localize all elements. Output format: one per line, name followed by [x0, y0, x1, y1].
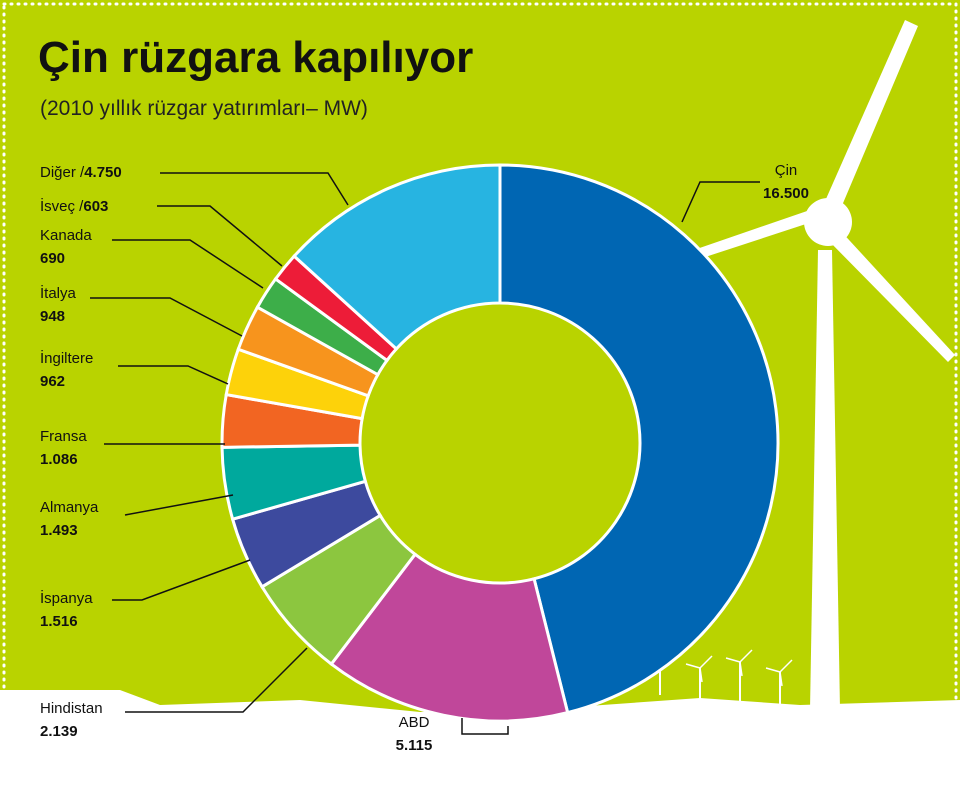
slice-abd [329, 552, 570, 723]
leader-line [90, 297, 243, 337]
slice-label: İtalya [40, 284, 77, 302]
slice-çin [498, 163, 780, 715]
ground-strip [0, 690, 960, 787]
slice-label: Fransa [40, 428, 87, 445]
leader-line [681, 181, 760, 223]
turbine-blade [822, 20, 918, 215]
leader-line [157, 205, 283, 267]
wind-turbine-illustration [645, 20, 955, 712]
donut-slices [220, 163, 780, 723]
slice-value: 2.139 [40, 723, 78, 740]
slice-label: Çin [775, 162, 798, 179]
leader-line [118, 365, 229, 385]
chart-title: Çin rüzgara kapılıyor [38, 33, 473, 82]
slice-label: İsveç /603 [40, 197, 108, 215]
slice-label: ABD [399, 714, 430, 731]
leader-line [112, 239, 264, 289]
slice-value: 948 [40, 308, 65, 325]
slice-label: İspanya [40, 589, 93, 607]
leader-line [125, 647, 308, 713]
slice-label: Almanya [40, 499, 99, 516]
distant-turbine [725, 649, 753, 702]
slice-value: 690 [40, 250, 65, 267]
slice-value: 5.115 [396, 737, 433, 754]
turbine-hub [804, 198, 852, 246]
slice-value: 1.086 [40, 451, 78, 468]
slice-value: 16.500 [763, 185, 809, 202]
leader-lines [90, 172, 760, 735]
slice-label: İngiltere [40, 349, 93, 367]
slice-diğer [292, 163, 502, 352]
slice-label: Diğer /4.750 [40, 164, 122, 181]
turbine-tower [810, 250, 840, 710]
distant-turbine [685, 655, 713, 708]
leader-line [160, 172, 349, 206]
slice-label: Hindistan [40, 700, 103, 717]
distant-turbine [765, 659, 793, 712]
slice-labels: Çin 16.500 ABD 5.115 Hindistan 2.139 İspanya 1.… [40, 162, 809, 754]
slice-value: 1.516 [40, 613, 78, 630]
leader-line [112, 559, 251, 601]
turbine-blade [688, 210, 812, 262]
leader-line [124, 494, 234, 516]
chart-subtitle: (2010 yıllık rüzgar yatırımları– MW) [40, 97, 368, 120]
slice-label: Kanada [40, 227, 92, 244]
slice-value: 962 [40, 373, 65, 390]
turbine-blade [826, 228, 955, 362]
leader-line [461, 718, 509, 735]
slice-value: 1.493 [40, 522, 78, 539]
